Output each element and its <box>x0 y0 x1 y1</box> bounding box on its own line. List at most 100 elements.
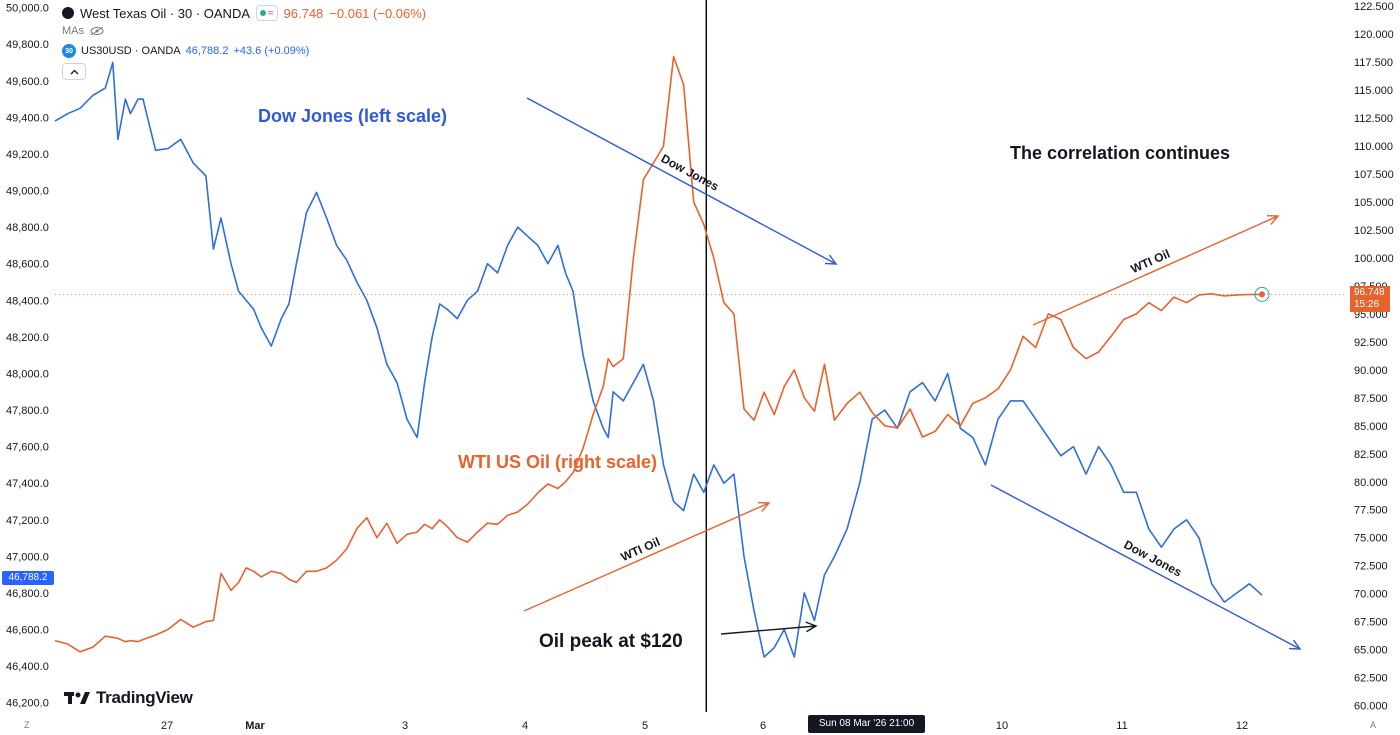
right-axis-tick-label: 75.000 <box>1354 533 1388 545</box>
arrow-wti-2-head <box>1266 215 1280 225</box>
arrow-wti-1 <box>523 502 770 612</box>
left-axis-tick-label: 48,600.0 <box>6 259 49 271</box>
right-axis-tick-label: 85.000 <box>1354 421 1388 433</box>
left-axis-tick-label: 47,600.0 <box>6 442 49 454</box>
last-price-dot <box>1259 291 1265 298</box>
mas-label: MAs <box>62 25 84 37</box>
right-axis-tick-label: 70.000 <box>1354 589 1388 601</box>
right-countdown: 15:26 <box>1354 299 1380 310</box>
tradingview-logo-text: TradingView <box>96 688 193 707</box>
eye-off-icon[interactable] <box>90 26 104 36</box>
left-axis-tick-label: 49,800.0 <box>6 39 49 51</box>
compare-symbol-legend[interactable]: 30 US30USD · OANDA 46,788.2 +43.6 (+0.09… <box>62 44 309 58</box>
x-axis-tick-label: 10 <box>996 720 1008 732</box>
compare-symbol-badge: 30 <box>62 44 76 58</box>
wti-oil-series-line <box>54 55 1263 653</box>
right-axis-tick-label: 110.000 <box>1354 141 1393 153</box>
right-axis-tick-label: 107.500 <box>1354 169 1394 181</box>
left-axis-tick-label: 48,800.0 <box>6 222 49 234</box>
right-axis-tick-label: 115.000 <box>1354 85 1393 97</box>
right-axis-tick-label: 62.500 <box>1354 673 1388 685</box>
right-axis-tick-label: 80.000 <box>1354 477 1388 489</box>
tradingview-logo[interactable]: TradingView <box>64 688 193 708</box>
crosshair-time-label: Sun 08 Mar '26 21:00 <box>808 715 925 733</box>
mas-legend[interactable]: MAs <box>62 25 104 37</box>
right-axis-tick-label: 65.000 <box>1354 645 1388 657</box>
annotation-dow-scale: Dow Jones (left scale) <box>258 106 448 126</box>
right-axis-tick-label: 100.000 <box>1354 253 1394 265</box>
chevron-up-icon <box>70 69 78 74</box>
right-axis-tick-label: 102.500 <box>1354 225 1394 237</box>
right-axis-tick-label: 67.500 <box>1354 617 1388 629</box>
x-axis-tick-label: 12 <box>1236 720 1248 732</box>
left-axis-tick-label: 46,800.0 <box>6 588 49 600</box>
left-axis-tick-label: 48,000.0 <box>6 368 49 380</box>
x-axis-tick-label: 11 <box>1116 720 1127 732</box>
x-axis-tick-label: 27 <box>161 720 173 732</box>
right-price-label: 96.748 15:26 <box>1350 286 1390 312</box>
annotation-correlation: The correlation continues <box>1010 143 1231 163</box>
x-axis-tick-label: 4 <box>522 720 528 732</box>
arrow-wti-1-head <box>757 501 771 512</box>
annotation-wti-scale: WTI US Oil (right scale) <box>458 452 658 472</box>
left-axis-tick-label: 49,400.0 <box>6 112 49 124</box>
left-axis-tick-label: 46,200.0 <box>6 698 49 710</box>
symbol-circle-icon <box>62 7 74 19</box>
left-current-value-label: 46,788.2 <box>2 571 54 585</box>
main-symbol-title[interactable]: West Texas Oil · 30 · OANDA <box>80 5 251 21</box>
right-axis-tick-label: 120.000 <box>1354 29 1394 41</box>
arrow-dow-1-head <box>824 254 838 265</box>
x-axis-tick-label: 3 <box>402 720 408 732</box>
market-status-badge[interactable]: ≈ <box>256 5 278 21</box>
left-axis-tick-label: 46,400.0 <box>6 661 49 673</box>
last-price-pulse-ring <box>1254 286 1270 302</box>
annotation-oil-peak: Oil peak at $120 <box>539 631 683 652</box>
tradingview-logo-icon <box>64 692 90 704</box>
right-axis-tick-label: 122.500 <box>1354 1 1394 13</box>
compare-value: 46,788.2 <box>185 45 229 57</box>
left-axis-tick-label: 49,200.0 <box>6 149 49 161</box>
left-axis-tick-label: 46,600.0 <box>6 625 49 637</box>
compare-symbol-title[interactable]: US30USD · OANDA <box>81 45 181 57</box>
right-axis-tick-label: 72.500 <box>1354 561 1388 573</box>
right-axis-tick-label: 92.500 <box>1354 337 1388 349</box>
arrow-dow-1 <box>526 97 837 265</box>
left-axis-tick-label: 48,400.0 <box>6 295 49 307</box>
left-axis-tick-label: 47,400.0 <box>6 478 49 490</box>
right-axis-tick-label: 87.500 <box>1354 393 1388 405</box>
right-axis-tick-label: 112.500 <box>1354 113 1393 125</box>
main-change: −0.061 (−0.06%) <box>329 5 427 21</box>
right-price-value: 96.748 <box>1354 287 1385 298</box>
left-axis-tick-label: 48,200.0 <box>6 332 49 344</box>
right-axis-tick-label: 117.500 <box>1354 57 1393 69</box>
collapse-legend-button[interactable] <box>62 63 86 80</box>
right-axis-tick-label: 105.000 <box>1354 197 1394 209</box>
left-axis-tick-label: 47,000.0 <box>6 551 49 563</box>
right-axis-tick-label: 90.000 <box>1354 365 1388 377</box>
arrow-wti-2-label: WTI Oil <box>1129 247 1172 277</box>
right-axis-tick-label: 82.500 <box>1354 449 1388 461</box>
arrow-dow-2-head <box>1288 639 1302 650</box>
arrow-oil-peak-head <box>805 621 818 633</box>
auto-scale-button[interactable]: A <box>1370 720 1377 730</box>
compare-change: +43.6 (+0.09%) <box>233 45 310 57</box>
x-axis-tick-label: 6 <box>760 720 766 732</box>
left-axis-tick-label: 47,200.0 <box>6 515 49 527</box>
approx-icon: ≈ <box>268 7 274 19</box>
right-axis-tick-label: 60.000 <box>1354 701 1388 713</box>
dow-jones-series-line <box>54 61 1263 658</box>
left-axis-tick-label: 49,600.0 <box>6 76 49 88</box>
right-axis-tick-label: 77.500 <box>1354 505 1388 517</box>
left-axis-tick-label: 50,000.0 <box>6 3 49 15</box>
x-axis-tick-label: Mar <box>245 720 265 732</box>
left-axis-tick-label: 49,000.0 <box>6 186 49 198</box>
arrow-dow-2 <box>990 484 1301 650</box>
timezone-corner-button[interactable]: Z <box>24 720 30 730</box>
left-axis-tick-label: 47,800.0 <box>6 405 49 417</box>
green-dot-icon <box>260 10 267 16</box>
main-symbol-legend[interactable]: West Texas Oil · 30 · OANDA ≈ 96.748 −0.… <box>62 5 426 21</box>
main-price: 96.748 <box>283 5 324 21</box>
arrow-wti-2 <box>1032 215 1279 326</box>
x-axis-tick-label: 5 <box>642 720 648 732</box>
